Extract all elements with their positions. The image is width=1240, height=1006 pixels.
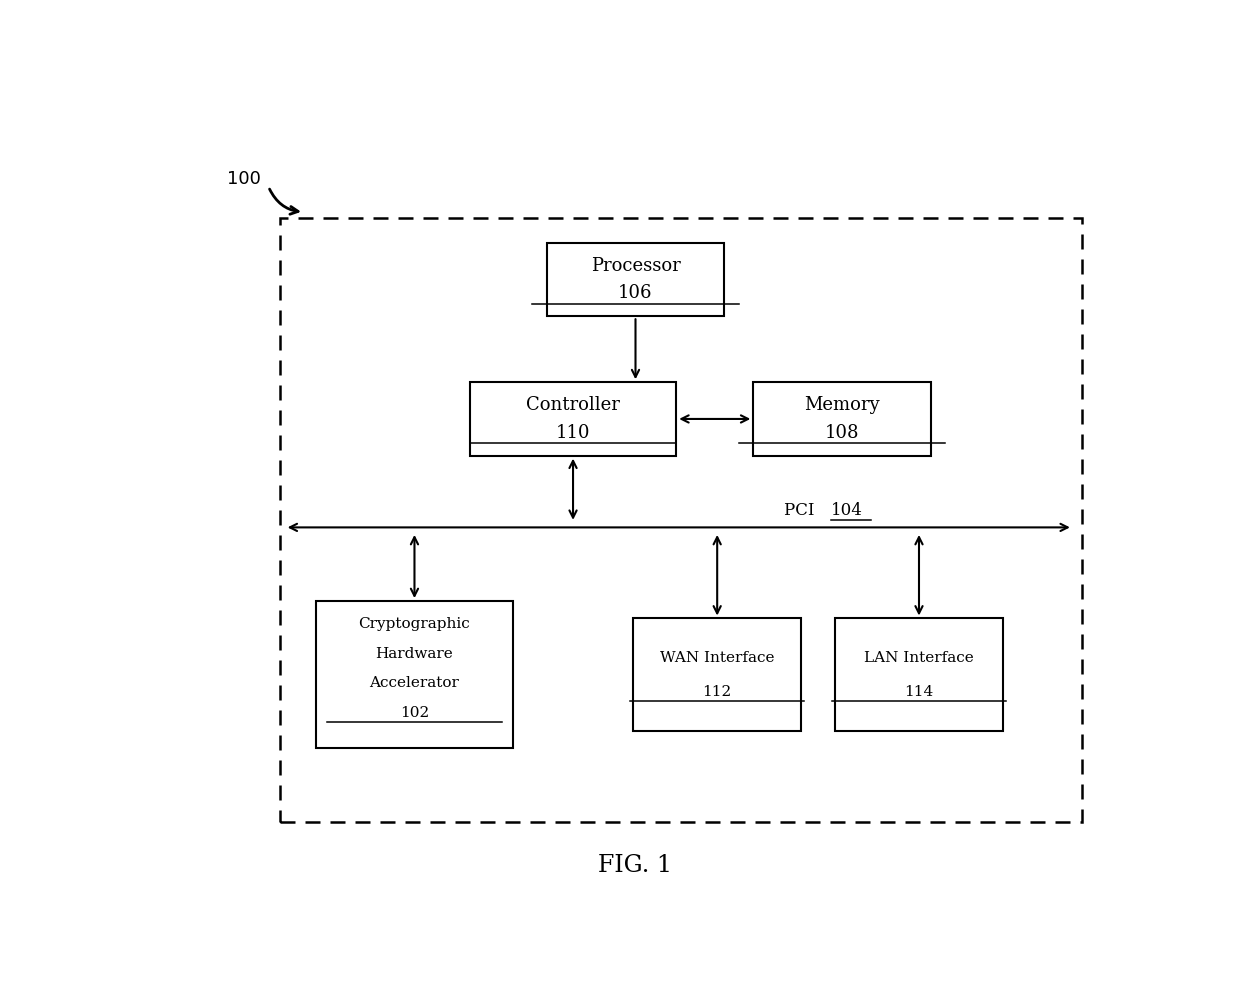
- Text: Controller: Controller: [526, 396, 620, 414]
- FancyBboxPatch shape: [316, 601, 513, 748]
- Text: 112: 112: [703, 685, 732, 698]
- Text: WAN Interface: WAN Interface: [660, 651, 775, 665]
- FancyBboxPatch shape: [634, 619, 801, 730]
- FancyBboxPatch shape: [753, 382, 931, 456]
- Text: Accelerator: Accelerator: [370, 676, 459, 690]
- Text: Memory: Memory: [805, 396, 880, 414]
- Text: LAN Interface: LAN Interface: [864, 651, 973, 665]
- FancyBboxPatch shape: [835, 619, 1003, 730]
- Text: PCI: PCI: [785, 502, 820, 519]
- FancyBboxPatch shape: [547, 242, 724, 316]
- FancyBboxPatch shape: [470, 382, 676, 456]
- Text: 114: 114: [904, 685, 934, 698]
- Text: 108: 108: [825, 424, 859, 442]
- Text: 110: 110: [556, 424, 590, 442]
- Text: 104: 104: [831, 502, 863, 519]
- Text: FIG. 1: FIG. 1: [599, 854, 672, 877]
- Text: 100: 100: [227, 170, 260, 188]
- Text: 106: 106: [619, 285, 652, 303]
- Text: 102: 102: [399, 705, 429, 719]
- Text: Processor: Processor: [590, 257, 681, 275]
- Text: Hardware: Hardware: [376, 647, 454, 661]
- Text: Cryptographic: Cryptographic: [358, 618, 470, 631]
